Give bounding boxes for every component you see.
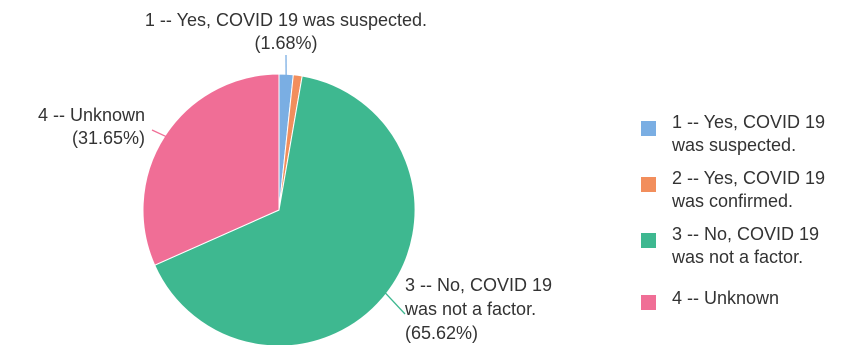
slice-callouts: 1 -- Yes, COVID 19 was suspected. (1.68%)… xyxy=(38,10,552,343)
legend-label-2-line-2: was confirmed. xyxy=(671,191,793,211)
legend-swatch-4 xyxy=(641,295,656,310)
legend-label-2-line-1: 2 -- Yes, COVID 19 xyxy=(672,168,825,188)
legend-label-3-line-1: 3 -- No, COVID 19 xyxy=(672,224,819,244)
callout-label-3-line-3: (65.62%) xyxy=(405,323,478,343)
pie-slices xyxy=(142,73,416,345)
legend-swatch-1 xyxy=(641,121,656,136)
legend-label-3-line-2: was not a factor. xyxy=(671,247,803,267)
legend-label-4-line-1: 4 -- Unknown xyxy=(672,288,779,308)
legend-swatch-3 xyxy=(641,233,656,248)
callout-label-3-line-1: 3 -- No, COVID 19 xyxy=(405,275,552,295)
callout-label-1-line-2: (1.68%) xyxy=(254,33,317,53)
callout-leader-3 xyxy=(384,292,406,315)
callout-label-4-line-2: (31.65%) xyxy=(72,128,145,148)
legend-label-1-line-1: 1 -- Yes, COVID 19 xyxy=(672,112,825,132)
callout-leader-4 xyxy=(151,129,167,138)
callout-label-4-line-1: 4 -- Unknown xyxy=(38,105,145,125)
legend-label-1-line-2: was suspected. xyxy=(671,135,796,155)
legend: 1 -- Yes, COVID 19 was suspected. 2 -- Yes… xyxy=(641,112,825,310)
callout-label-1-line-1: 1 -- Yes, COVID 19 was suspected. xyxy=(145,10,427,30)
legend-swatch-2 xyxy=(641,177,656,192)
callout-label-3-line-2: was not a factor. xyxy=(404,299,536,319)
